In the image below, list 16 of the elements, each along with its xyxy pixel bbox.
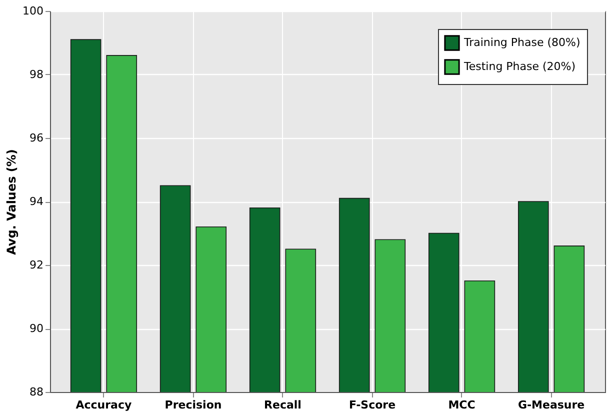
y-tick-label: 100 bbox=[22, 4, 44, 18]
y-tick-label: 94 bbox=[30, 195, 44, 208]
x-tick-label: Recall bbox=[264, 398, 302, 412]
y-tick-label: 88 bbox=[30, 386, 44, 398]
x-tick-label: F-Score bbox=[348, 398, 396, 412]
x-tick-label: G-Measure bbox=[518, 398, 585, 412]
x-tick-label: Precision bbox=[164, 398, 222, 412]
y-tick-label: 98 bbox=[30, 68, 44, 81]
y-axis-title: Avg. Values (%) bbox=[4, 149, 19, 255]
legend-label: Testing Phase (20%) bbox=[463, 60, 576, 73]
x-tick-label: Accuracy bbox=[76, 398, 132, 412]
y-tick-label: 96 bbox=[30, 132, 44, 144]
x-tick-label: MCC bbox=[448, 398, 476, 412]
legend-label: Training Phase (80%) bbox=[463, 36, 580, 49]
y-tick-label: 92 bbox=[30, 258, 44, 272]
y-tick-label: 90 bbox=[30, 322, 44, 335]
